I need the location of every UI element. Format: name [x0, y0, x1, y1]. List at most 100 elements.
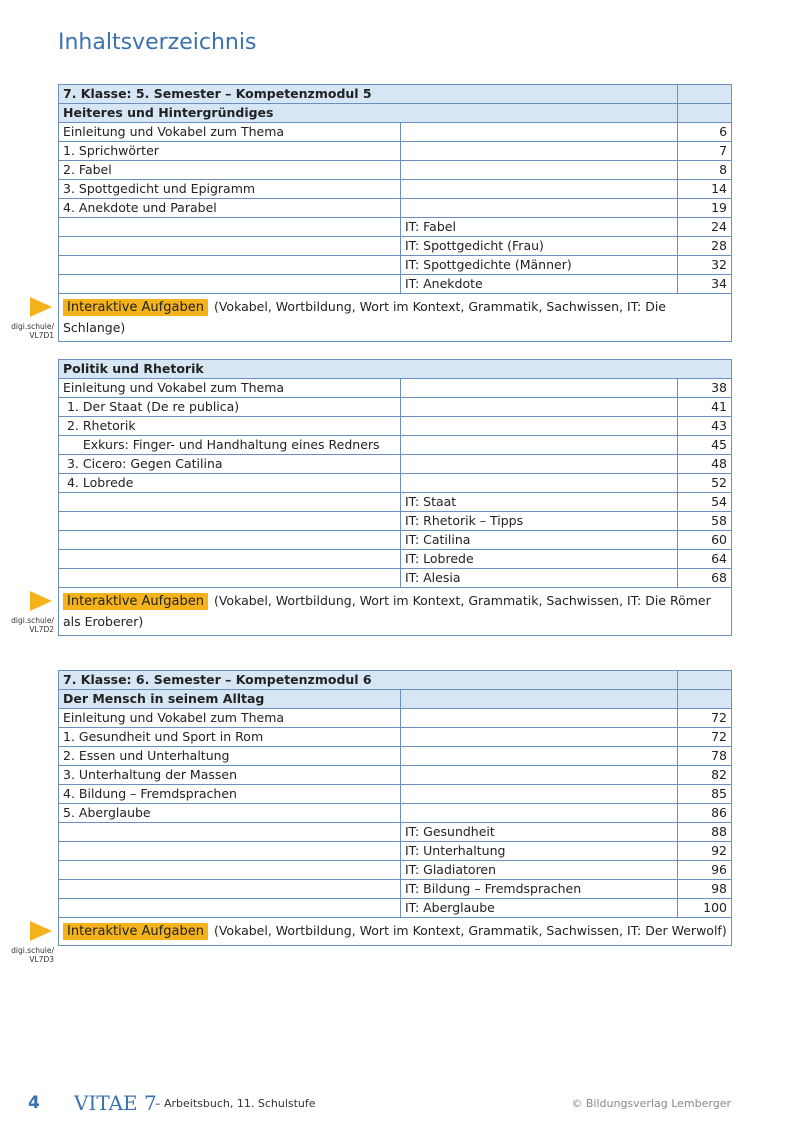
chapter-title[interactable]	[58, 236, 401, 256]
interactive-task[interactable]	[399, 122, 679, 142]
interactive-tasks-cell: Interaktive Aufgaben (Vokabel, Wortbildun…	[58, 587, 732, 636]
interactive-task[interactable]	[399, 727, 679, 747]
interactive-task[interactable]	[400, 454, 678, 474]
toc-row: 3. Cicero: Gegen Catilina 48	[58, 454, 732, 474]
interactive-task[interactable]: IT: Unterhaltung	[399, 841, 679, 861]
chapter-title[interactable]	[58, 492, 401, 512]
arrow-icon[interactable]	[30, 297, 52, 317]
toc-row: 3. Unterhaltung der Massen 82	[58, 765, 733, 785]
chapter-title[interactable]	[58, 530, 401, 550]
chapter-title[interactable]	[58, 255, 401, 275]
chapter-title[interactable]	[58, 879, 401, 899]
interactive-task[interactable]: IT: Bildung – Fremdsprachen	[399, 879, 679, 899]
chapter-title[interactable]: 1. Der Staat (De re publica)	[58, 397, 401, 417]
chapter-title[interactable]: 2. Essen und Unterhaltung	[58, 746, 401, 766]
toc-row: 2. Rhetorik 43	[58, 416, 732, 436]
interactive-tasks-link[interactable]: Interaktive Aufgaben	[63, 923, 208, 940]
interactive-task[interactable]: IT: Catilina	[400, 530, 678, 550]
interactive-task[interactable]	[400, 416, 678, 436]
page-number: 58	[677, 511, 732, 531]
interactive-task[interactable]: IT: Rhetorik – Tipps	[400, 511, 678, 531]
interactive-task[interactable]: IT: Lobrede	[400, 549, 678, 569]
interactive-task[interactable]	[400, 435, 678, 455]
interactive-task[interactable]	[399, 179, 679, 199]
interactive-task[interactable]: IT: Gesundheit	[399, 822, 679, 842]
page-number: 6	[677, 122, 733, 142]
digi-schule-code[interactable]: digi.schule/VL7D2	[10, 616, 54, 634]
toc-row: 1. Gesundheit und Sport in Rom 72	[58, 727, 733, 747]
chapter-title[interactable]	[58, 822, 401, 842]
chapter-title[interactable]	[58, 568, 401, 588]
interactive-task[interactable]: IT: Staat	[400, 492, 678, 512]
digi-schule-code[interactable]: digi.schule/VL7D3	[10, 946, 54, 964]
chapter-title[interactable]: Exkurs: Finger- und Handhaltung eines Re…	[58, 435, 401, 455]
page-number: 100	[677, 898, 733, 918]
chapter-title[interactable]: 3. Cicero: Gegen Catilina	[58, 454, 401, 474]
page-number: 52	[677, 473, 732, 493]
interactive-task[interactable]	[399, 803, 679, 823]
interactive-task[interactable]	[399, 141, 679, 161]
interactive-task[interactable]	[399, 765, 679, 785]
chapter-title[interactable]: 1. Gesundheit und Sport in Rom	[58, 727, 401, 747]
page-number: 32	[677, 255, 733, 275]
interactive-task[interactable]	[400, 397, 678, 417]
interactive-task[interactable]	[399, 746, 679, 766]
chapter-title[interactable]: Einleitung und Vokabel zum Thema	[58, 708, 401, 728]
toc-row: Einleitung und Vokabel zum Thema 6	[58, 122, 733, 142]
interactive-task[interactable]: IT: Aberglaube	[399, 898, 679, 918]
page-number: 68	[677, 568, 732, 588]
interactive-task[interactable]: IT: Gladiatoren	[399, 860, 679, 880]
toc-table-1: 7. Klasse: 5. Semester – Kompetenzmodul …	[57, 84, 733, 342]
interactive-task[interactable]	[399, 708, 679, 728]
chapter-title[interactable]: 4. Anekdote und Parabel	[58, 198, 401, 218]
topic-header-row: Heiteres und Hintergründiges	[57, 103, 733, 123]
arrow-icon[interactable]	[30, 591, 52, 611]
topic-header: Der Mensch in seinem Alltag	[58, 689, 401, 709]
chapter-title[interactable]	[58, 841, 401, 861]
chapter-title[interactable]: Einleitung und Vokabel zum Thema	[58, 122, 401, 142]
chapter-title[interactable]: 5. Aberglaube	[58, 803, 401, 823]
chapter-title[interactable]: 2. Rhetorik	[58, 416, 401, 436]
interactive-task[interactable]	[399, 198, 679, 218]
chapter-title[interactable]	[58, 860, 401, 880]
interactive-task[interactable]: IT: Fabel	[399, 217, 679, 237]
topic-header-row: Politik und Rhetorik	[58, 359, 732, 379]
chapter-title[interactable]: 4. Bildung – Fremdsprachen	[58, 784, 401, 804]
interactive-tasks-link[interactable]: Interaktive Aufgaben	[63, 299, 208, 316]
toc-table-3: 7. Klasse: 6. Semester – Kompetenzmodul …	[57, 670, 733, 946]
interactive-task[interactable]	[400, 473, 678, 493]
chapter-title[interactable]	[58, 898, 401, 918]
toc-row: IT: Spottgedichte (Männer) 32	[58, 255, 733, 275]
empty-cell	[399, 689, 679, 709]
chapter-title[interactable]	[58, 217, 401, 237]
chapter-title[interactable]: 4. Lobrede	[58, 473, 401, 493]
chapter-title[interactable]	[58, 549, 401, 569]
chapter-title[interactable]	[58, 274, 401, 294]
interactive-task[interactable]: IT: Anekdote	[399, 274, 679, 294]
page-number: 96	[677, 860, 733, 880]
page-number: 64	[677, 549, 732, 569]
chapter-title[interactable]: 3. Spottgedicht und Epigramm	[58, 179, 401, 199]
chapter-title[interactable]: 1. Sprichwörter	[58, 141, 401, 161]
interactive-tasks-link[interactable]: Interaktive Aufgaben	[63, 593, 208, 610]
interactive-task[interactable]: IT: Spottgedichte (Männer)	[399, 255, 679, 275]
page-title: Inhaltsverzeichnis	[58, 30, 257, 55]
empty-cell	[677, 689, 733, 709]
interactive-task[interactable]	[400, 378, 678, 398]
interactive-task[interactable]	[399, 784, 679, 804]
interactive-task[interactable]: IT: Spottgedicht (Frau)	[399, 236, 679, 256]
toc-row: Einleitung und Vokabel zum Thema 72	[58, 708, 733, 728]
interactive-tasks-cell: Interaktive Aufgaben (Vokabel, Wortbildun…	[57, 293, 733, 342]
interactive-task[interactable]: IT: Alesia	[400, 568, 678, 588]
chapter-title[interactable]	[58, 511, 401, 531]
interactive-task[interactable]	[399, 160, 679, 180]
digi-schule-code[interactable]: digi.schule/VL7D1	[10, 322, 54, 340]
page-number: 86	[677, 803, 733, 823]
arrow-icon[interactable]	[30, 921, 52, 941]
page-number: 88	[677, 822, 733, 842]
chapter-title[interactable]: Einleitung und Vokabel zum Thema	[58, 378, 401, 398]
chapter-title[interactable]: 3. Unterhaltung der Massen	[58, 765, 401, 785]
toc-row: IT: Unterhaltung 92	[58, 841, 733, 861]
chapter-title[interactable]: 2. Fabel	[58, 160, 401, 180]
toc-row: IT: Rhetorik – Tipps 58	[58, 511, 732, 531]
